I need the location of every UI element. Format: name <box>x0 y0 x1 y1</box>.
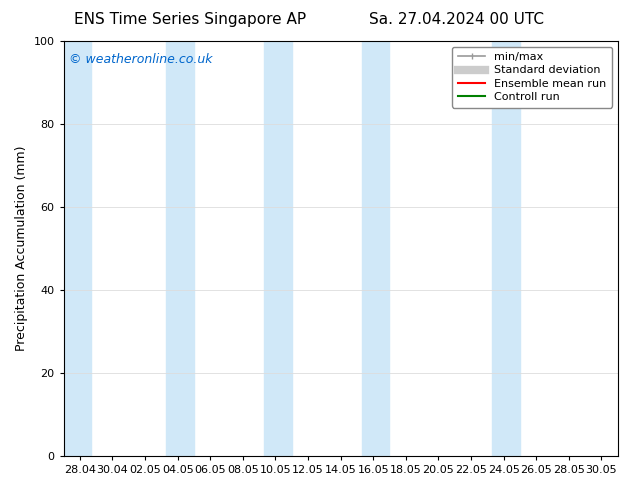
Y-axis label: Precipitation Accumulation (mm): Precipitation Accumulation (mm) <box>15 146 28 351</box>
Text: Sa. 27.04.2024 00 UTC: Sa. 27.04.2024 00 UTC <box>369 12 544 27</box>
Bar <box>492 41 520 456</box>
Bar <box>362 41 389 456</box>
Bar <box>264 41 292 456</box>
Bar <box>63 41 91 456</box>
Legend: min/max, Standard deviation, Ensemble mean run, Controll run: min/max, Standard deviation, Ensemble me… <box>452 47 612 108</box>
Text: ENS Time Series Singapore AP: ENS Time Series Singapore AP <box>74 12 306 27</box>
Bar <box>166 41 194 456</box>
Text: © weatheronline.co.uk: © weatheronline.co.uk <box>69 53 212 67</box>
